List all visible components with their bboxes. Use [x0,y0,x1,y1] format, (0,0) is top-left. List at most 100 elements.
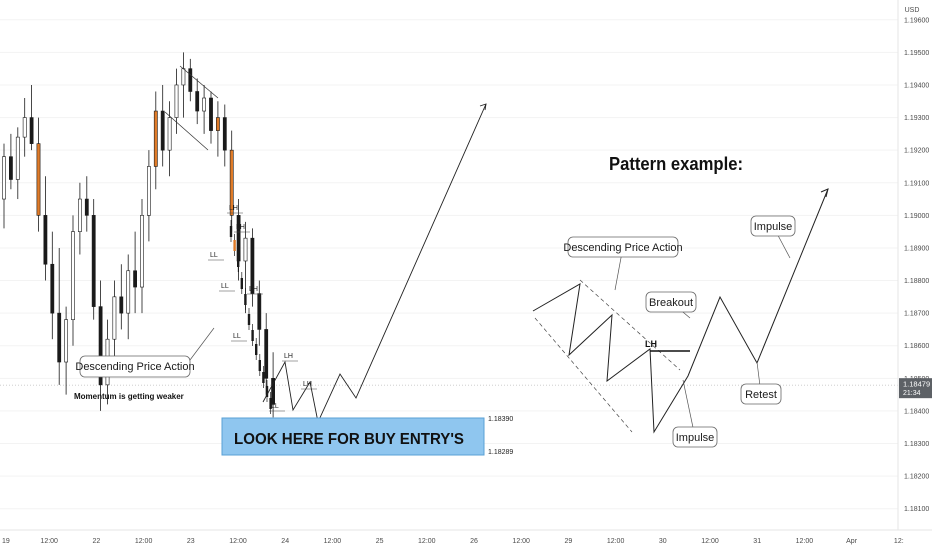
time-tick-label: 12:00 [701,538,719,545]
swing-label: LH [249,286,258,293]
candle-body [262,372,265,383]
momentum-note: Momentum is getting weaker [74,392,184,401]
pattern-descending-callout-text: Descending Price Action [563,242,682,254]
price-tick-label: 1.18400 [904,408,929,415]
candle-body [243,237,248,262]
pattern-arrowhead [820,188,829,198]
time-tick-label: 26 [470,538,478,545]
time-tick-label: 12:00 [40,538,58,545]
pattern-impulse-down-callout-text: Impulse [676,432,715,444]
candle-body [43,215,48,265]
swing-label: LH [236,224,245,231]
time-tick-label: 19 [2,538,10,545]
candle-body [209,97,213,131]
candle-body [195,91,200,112]
candle-body [29,117,34,144]
callout-box [79,355,191,378]
swing-label: LH [229,205,238,212]
pattern-impulse-up-callout-box [750,215,796,237]
time-tick-label: 12:00 [607,538,625,545]
time-tick-label: 12: [894,538,904,545]
pattern-lh-label: LH [645,339,657,349]
candle-body [84,198,89,216]
candle-body [229,149,234,216]
time-tick-label: 12:00 [796,538,814,545]
current-price-value: 1.18479 [903,380,930,389]
zone-bottom-price: 1.18289 [488,449,513,456]
candle-body [236,215,241,262]
swing-label: LL [221,283,229,290]
candle-body [240,278,243,289]
candle-body [22,117,27,138]
descending-callout-text: Descending Price Action [75,361,194,373]
pattern-zigzag [532,188,829,434]
pattern-impulse-up-callout-text: Impulse [754,221,793,233]
candle-body [257,293,262,330]
time-axis[interactable]: 19 12:00 22 12:00 23 12:00 24 12:00 25 12:00 26 12:… [0,529,932,545]
candle-body [119,296,124,314]
candle-body [91,215,96,307]
price-tick-label: 1.18800 [904,278,929,285]
pattern-descending-callout-box [567,236,679,258]
candle-body [71,231,75,320]
candle-body [265,386,269,397]
price-axis[interactable]: USD 1.19600 1.19500 1.19400 1.19300 1.19200 1.… [897,0,932,530]
candle-body [264,329,269,379]
candle-body [167,117,172,151]
time-tick-label: 31 [753,538,761,545]
time-tick-label: 12:00 [229,538,247,545]
pattern-breakout-callout-box [645,291,697,313]
candle-body [258,360,261,371]
candle-body [250,237,255,294]
channel-line-upper [179,65,219,99]
buy-zone-label: LOOK HERE FOR BUY ENTRY'S [234,431,464,448]
candle-body [174,84,179,118]
candle-body [112,296,117,340]
candle-body [126,270,131,314]
price-tick-label: 1.19600 [904,17,929,24]
price-tick-label: 1.18900 [904,245,929,252]
pattern-example-layer: Pattern example: LH Descending Price Actio… [532,154,829,448]
projection-path [262,103,487,424]
channel-line-lower [164,111,209,151]
candle-body [98,306,103,386]
candle-body [9,156,13,180]
candle-body [188,68,193,92]
candle-body [50,263,55,314]
current-price-tag [899,378,932,399]
time-tick-label: 23 [187,538,195,545]
pattern-channel-lower [534,317,633,433]
candle-body [36,143,41,216]
swing-label: LL [210,252,218,259]
candle-body [160,110,165,151]
candle-body [222,117,227,151]
price-tick-label: 1.19300 [904,115,929,122]
time-tick-label: 30 [659,538,667,545]
candle-body [140,215,144,288]
pattern-title: Pattern example: [609,154,743,174]
time-tick-label: Apr [846,538,858,545]
candle-body [271,378,276,405]
candles-layer [2,52,276,418]
time-tick-label: 29 [565,538,573,545]
candle-body [64,319,69,363]
buy-zone [221,417,485,456]
time-tick-label: 12:00 [418,538,436,545]
candle-body [244,294,247,305]
candle-body [255,344,258,355]
price-tick-label: 1.18200 [904,474,929,481]
candle-body [181,68,186,86]
candle-body [251,330,254,341]
price-tick-label: 1.18100 [904,506,929,513]
time-tick-label: 12:00 [135,538,153,545]
countdown-value: 21:34 [903,390,921,397]
price-tick-label: 1.19000 [904,213,929,220]
time-tick-label: 12:00 [324,538,342,545]
pattern-impulse-down-callout-box [672,426,718,448]
price-tick-label: 1.19500 [904,50,929,57]
callout-pointer [189,327,215,361]
pattern-retest-callout-box [740,383,782,405]
time-tick-label: 24 [281,538,289,545]
